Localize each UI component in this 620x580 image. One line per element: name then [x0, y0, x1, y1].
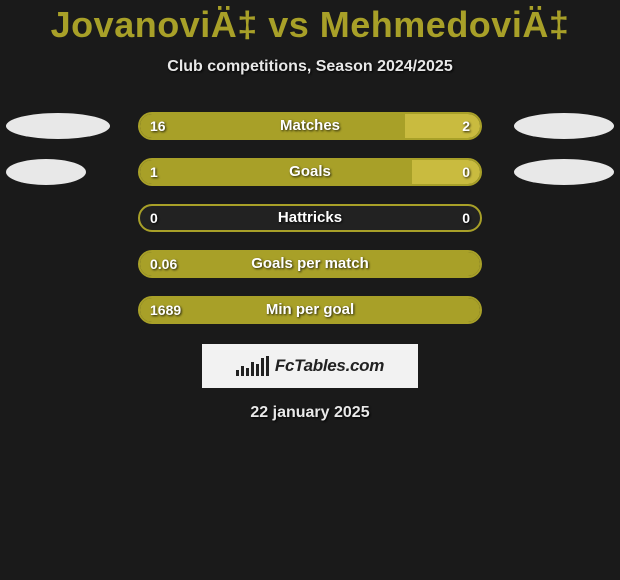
stat-row: 16 Matches 2	[0, 112, 620, 140]
logo-text: FcTables.com	[275, 356, 384, 376]
stat-rows: 16 Matches 2 1 Goals 0 0 Ha	[0, 112, 620, 324]
stat-bar-right	[405, 114, 480, 138]
chart-subtitle: Club competitions, Season 2024/2025	[0, 58, 620, 76]
stat-bar-track: 0 Hattricks 0	[138, 204, 482, 232]
stat-row: 1 Goals 0	[0, 158, 620, 186]
player-left-ellipse	[6, 159, 86, 185]
player-right-ellipse	[514, 113, 614, 139]
stat-bar-left	[140, 160, 412, 184]
stat-row: 1689 Min per goal	[0, 296, 620, 324]
stat-bar-track: 1 Goals 0	[138, 158, 482, 186]
stat-bar-track: 0.06 Goals per match	[138, 250, 482, 278]
chart-title: JovanoviÄ‡ vs MehmedoviÄ‡	[0, 4, 620, 46]
stat-row: 0.06 Goals per match	[0, 250, 620, 278]
stat-row: 0 Hattricks 0	[0, 204, 620, 232]
stat-label: Hattricks	[140, 206, 480, 230]
comparison-chart: JovanoviÄ‡ vs MehmedoviÄ‡ Club competiti…	[0, 0, 620, 580]
stat-bar-track: 16 Matches 2	[138, 112, 482, 140]
stat-bar-right	[412, 160, 480, 184]
stat-bar-track: 1689 Min per goal	[138, 296, 482, 324]
stat-bar-left	[140, 114, 405, 138]
chart-date: 22 january 2025	[0, 404, 620, 422]
stat-bar-left	[140, 252, 480, 276]
player-left-ellipse	[6, 113, 110, 139]
stat-bar-left	[140, 298, 480, 322]
bar-chart-icon	[236, 356, 269, 376]
fctables-logo: FcTables.com	[202, 344, 418, 388]
stat-value-right: 0	[462, 206, 470, 230]
player-right-ellipse	[514, 159, 614, 185]
stat-value-left: 0	[150, 206, 158, 230]
